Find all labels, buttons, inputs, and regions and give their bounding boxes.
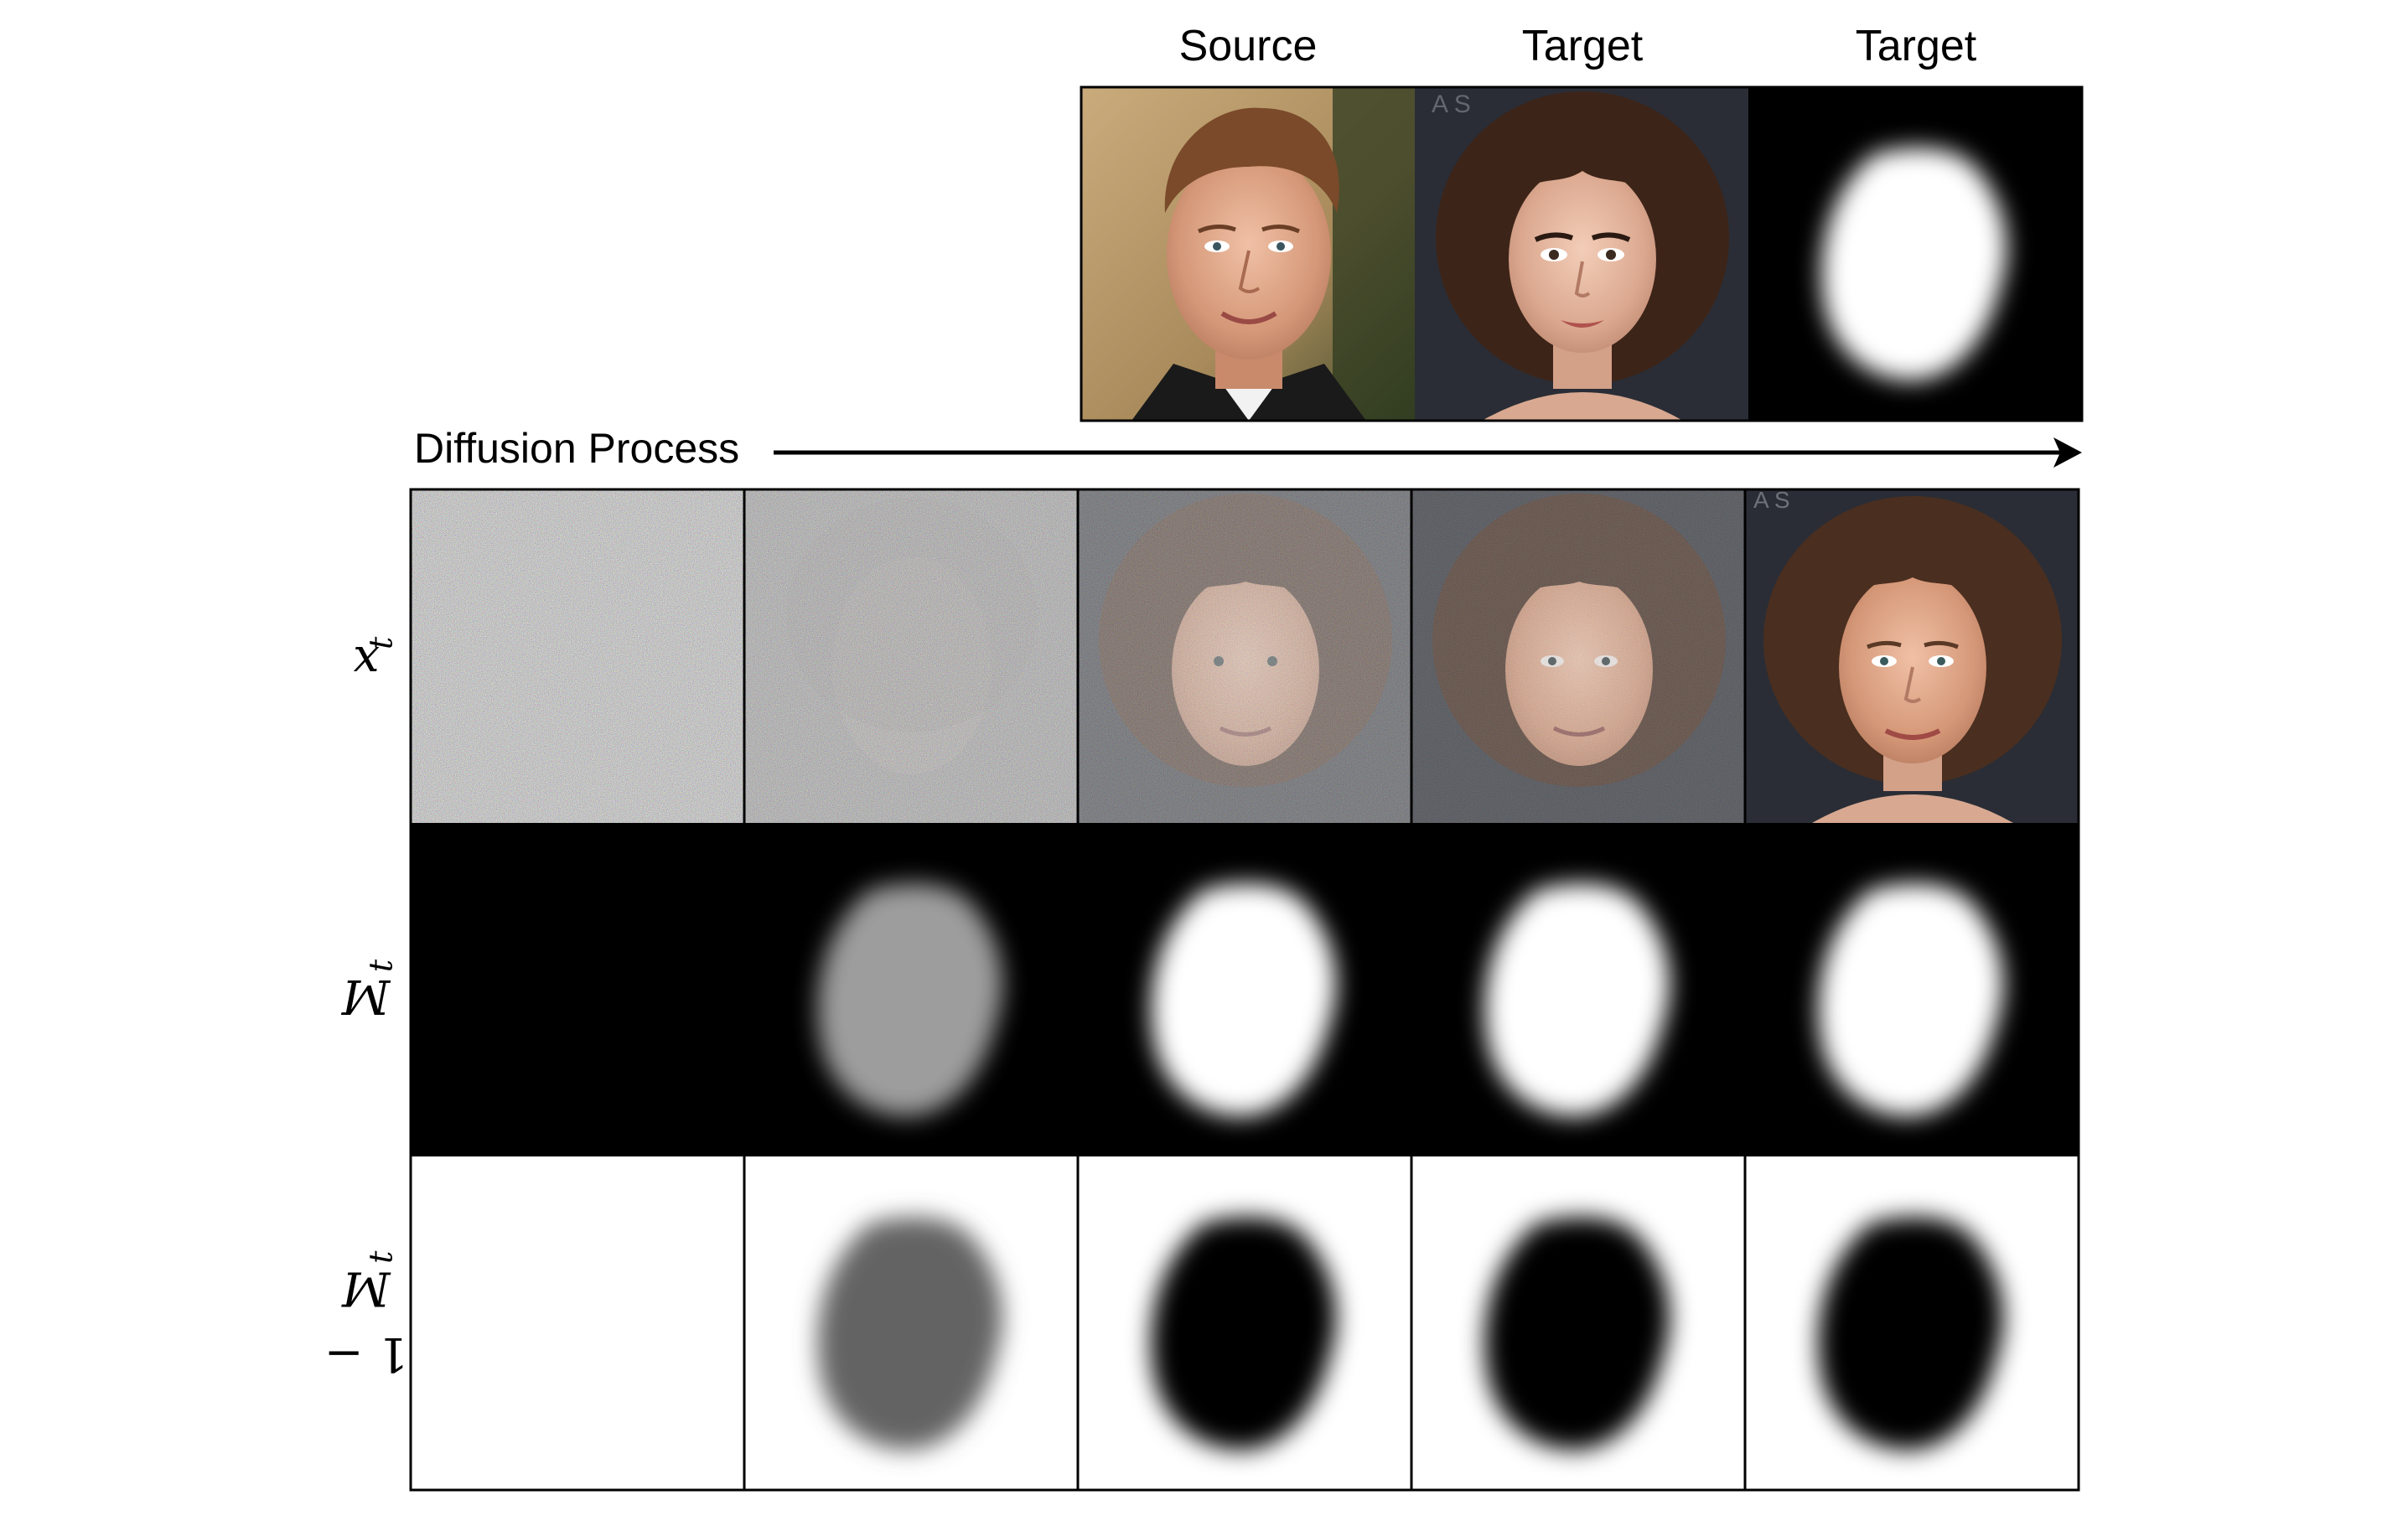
row-label-one-minus-mt: 1 − Mt — [318, 1156, 419, 1490]
col-title-source: Source — [1179, 22, 1318, 70]
row-label-mt: Mt — [318, 823, 419, 1156]
xt-base: x — [353, 635, 380, 690]
mt-row — [411, 823, 2079, 1156]
col-title-target-mask: Target — [1856, 22, 1977, 70]
mt-tile-2 — [744, 823, 1078, 1156]
one-minus-prefix: 1 − — [324, 1327, 407, 1381]
top-input-row: A S — [1081, 87, 2082, 421]
xt-row: A S — [411, 487, 2079, 823]
inv-mt-tile-4 — [1411, 1156, 1745, 1490]
inv-mt-tile-5 — [1745, 1156, 2079, 1490]
xt-tile-1 — [411, 489, 744, 823]
mt-tile-5 — [1745, 823, 2079, 1156]
row-label-xt: xt — [318, 489, 419, 823]
xt-tile-4 — [1411, 489, 1745, 823]
xt-tile-2 — [744, 489, 1078, 823]
mt-tile-1 — [411, 823, 744, 1156]
inv-mt-tile-3 — [1078, 1156, 1411, 1490]
inv-mt-tile-2 — [744, 1156, 1078, 1490]
mt-tile-3 — [1078, 823, 1411, 1156]
inv-mt-tile-1 — [411, 1156, 744, 1490]
target-mask-image — [1748, 87, 2082, 421]
target-face-image: A S — [1415, 87, 1748, 421]
column-titles: Source Target Target — [1179, 22, 1977, 70]
svg-text:A S: A S — [1432, 91, 1471, 118]
xt-tile-5: A S — [1745, 487, 2079, 823]
xt-tile-3 — [1078, 489, 1411, 823]
mt-base: M — [342, 969, 390, 1023]
diffusion-arrow — [774, 437, 2082, 468]
one-minus-mt-row — [411, 1156, 2079, 1490]
source-face-image — [1081, 87, 1415, 421]
svg-text:A S: A S — [1753, 487, 1790, 513]
col-title-target: Target — [1522, 22, 1644, 70]
mt-tile-4 — [1411, 823, 1745, 1156]
one-minus-mt-base: M — [342, 1260, 390, 1315]
diffusion-process-label: Diffusion Process — [414, 419, 739, 478]
